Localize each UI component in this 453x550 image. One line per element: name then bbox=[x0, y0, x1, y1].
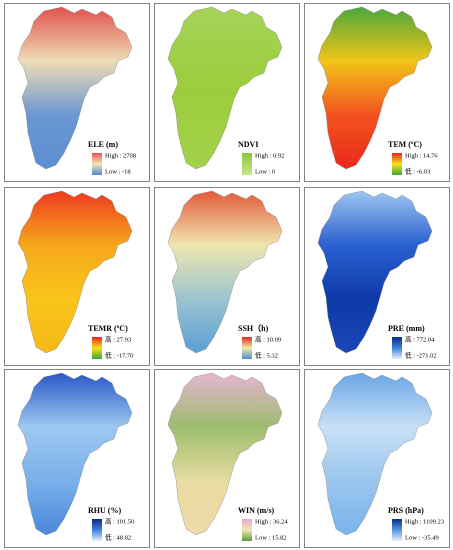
legend-low: 低 : -271.02 bbox=[405, 350, 437, 359]
legend-low: Low : -35.49 bbox=[405, 534, 439, 541]
map-panel: ELE (m) High : 2708 Low : -18 bbox=[4, 3, 150, 182]
map-panel: WIN (m/s) High : 36.24 Low : 15.82 bbox=[154, 369, 300, 548]
legend-high: High : 14.76 bbox=[405, 152, 438, 159]
legend-title: TEM (ºC) bbox=[388, 140, 422, 149]
legend-high: 高 : 772.04 bbox=[405, 334, 435, 343]
legend-title: TEMR (ºC) bbox=[88, 324, 128, 333]
legend-ramp bbox=[392, 337, 402, 359]
legend-ramp bbox=[242, 519, 252, 541]
legend-title: PRE (mm) bbox=[388, 324, 425, 333]
legend-ramp bbox=[92, 153, 102, 175]
legend-high: 高 : 101.50 bbox=[105, 516, 134, 525]
map-panel: TEM (ºC) High : 14.76 低 : -6.03 bbox=[304, 3, 450, 182]
map-panel: TEMR (ºC)高 : 27.93 低 : -17.70 bbox=[4, 187, 150, 366]
map-panel: NDVI High : 0.92 Low : 0 bbox=[154, 3, 300, 182]
legend-high: High : 1109.23 bbox=[405, 518, 444, 525]
legend-low: Low : -18 bbox=[105, 168, 131, 175]
legend-low: 低 : -17.70 bbox=[105, 350, 133, 359]
legend-ramp bbox=[92, 519, 102, 541]
legend-ramp bbox=[392, 153, 402, 175]
legend-high: High : 36.24 bbox=[255, 518, 288, 525]
legend-title: NDVI bbox=[238, 140, 258, 149]
legend-ramp bbox=[242, 337, 252, 359]
legend-title: RHU (%) bbox=[88, 506, 121, 515]
legend-low: 低 : 5.32 bbox=[255, 350, 278, 359]
legend-title: PRS (hPa) bbox=[388, 506, 424, 515]
legend-title: WIN (m/s) bbox=[238, 506, 275, 515]
map-panel: PRS (hPa) High : 1109.23 Low : -35.49 bbox=[304, 369, 450, 548]
legend-ramp bbox=[242, 153, 252, 175]
legend-low: 低 : -6.03 bbox=[405, 166, 430, 175]
legend-high: High : 2708 bbox=[105, 152, 136, 159]
map-panel: RHU (%)高 : 101.50 低 : 48.82 bbox=[4, 369, 150, 548]
legend-title: SSH（h) bbox=[238, 323, 269, 333]
legend-high: 高 : 27.93 bbox=[105, 334, 131, 343]
legend-ramp bbox=[392, 519, 402, 541]
legend-ramp bbox=[92, 337, 102, 359]
legend-title: ELE (m) bbox=[88, 140, 118, 149]
legend-low: 低 : 48.82 bbox=[105, 532, 131, 541]
map-panel: SSH（h)高 : 10.09 低 : 5.32 bbox=[154, 187, 300, 366]
legend-high: 高 : 10.09 bbox=[255, 334, 281, 343]
map-panel: PRE (mm)高 : 772.04 低 : -271.02 bbox=[304, 187, 450, 366]
legend-low: Low : 0 bbox=[255, 168, 275, 175]
legend-high: High : 0.92 bbox=[255, 152, 284, 159]
legend-low: Low : 15.82 bbox=[255, 534, 287, 541]
